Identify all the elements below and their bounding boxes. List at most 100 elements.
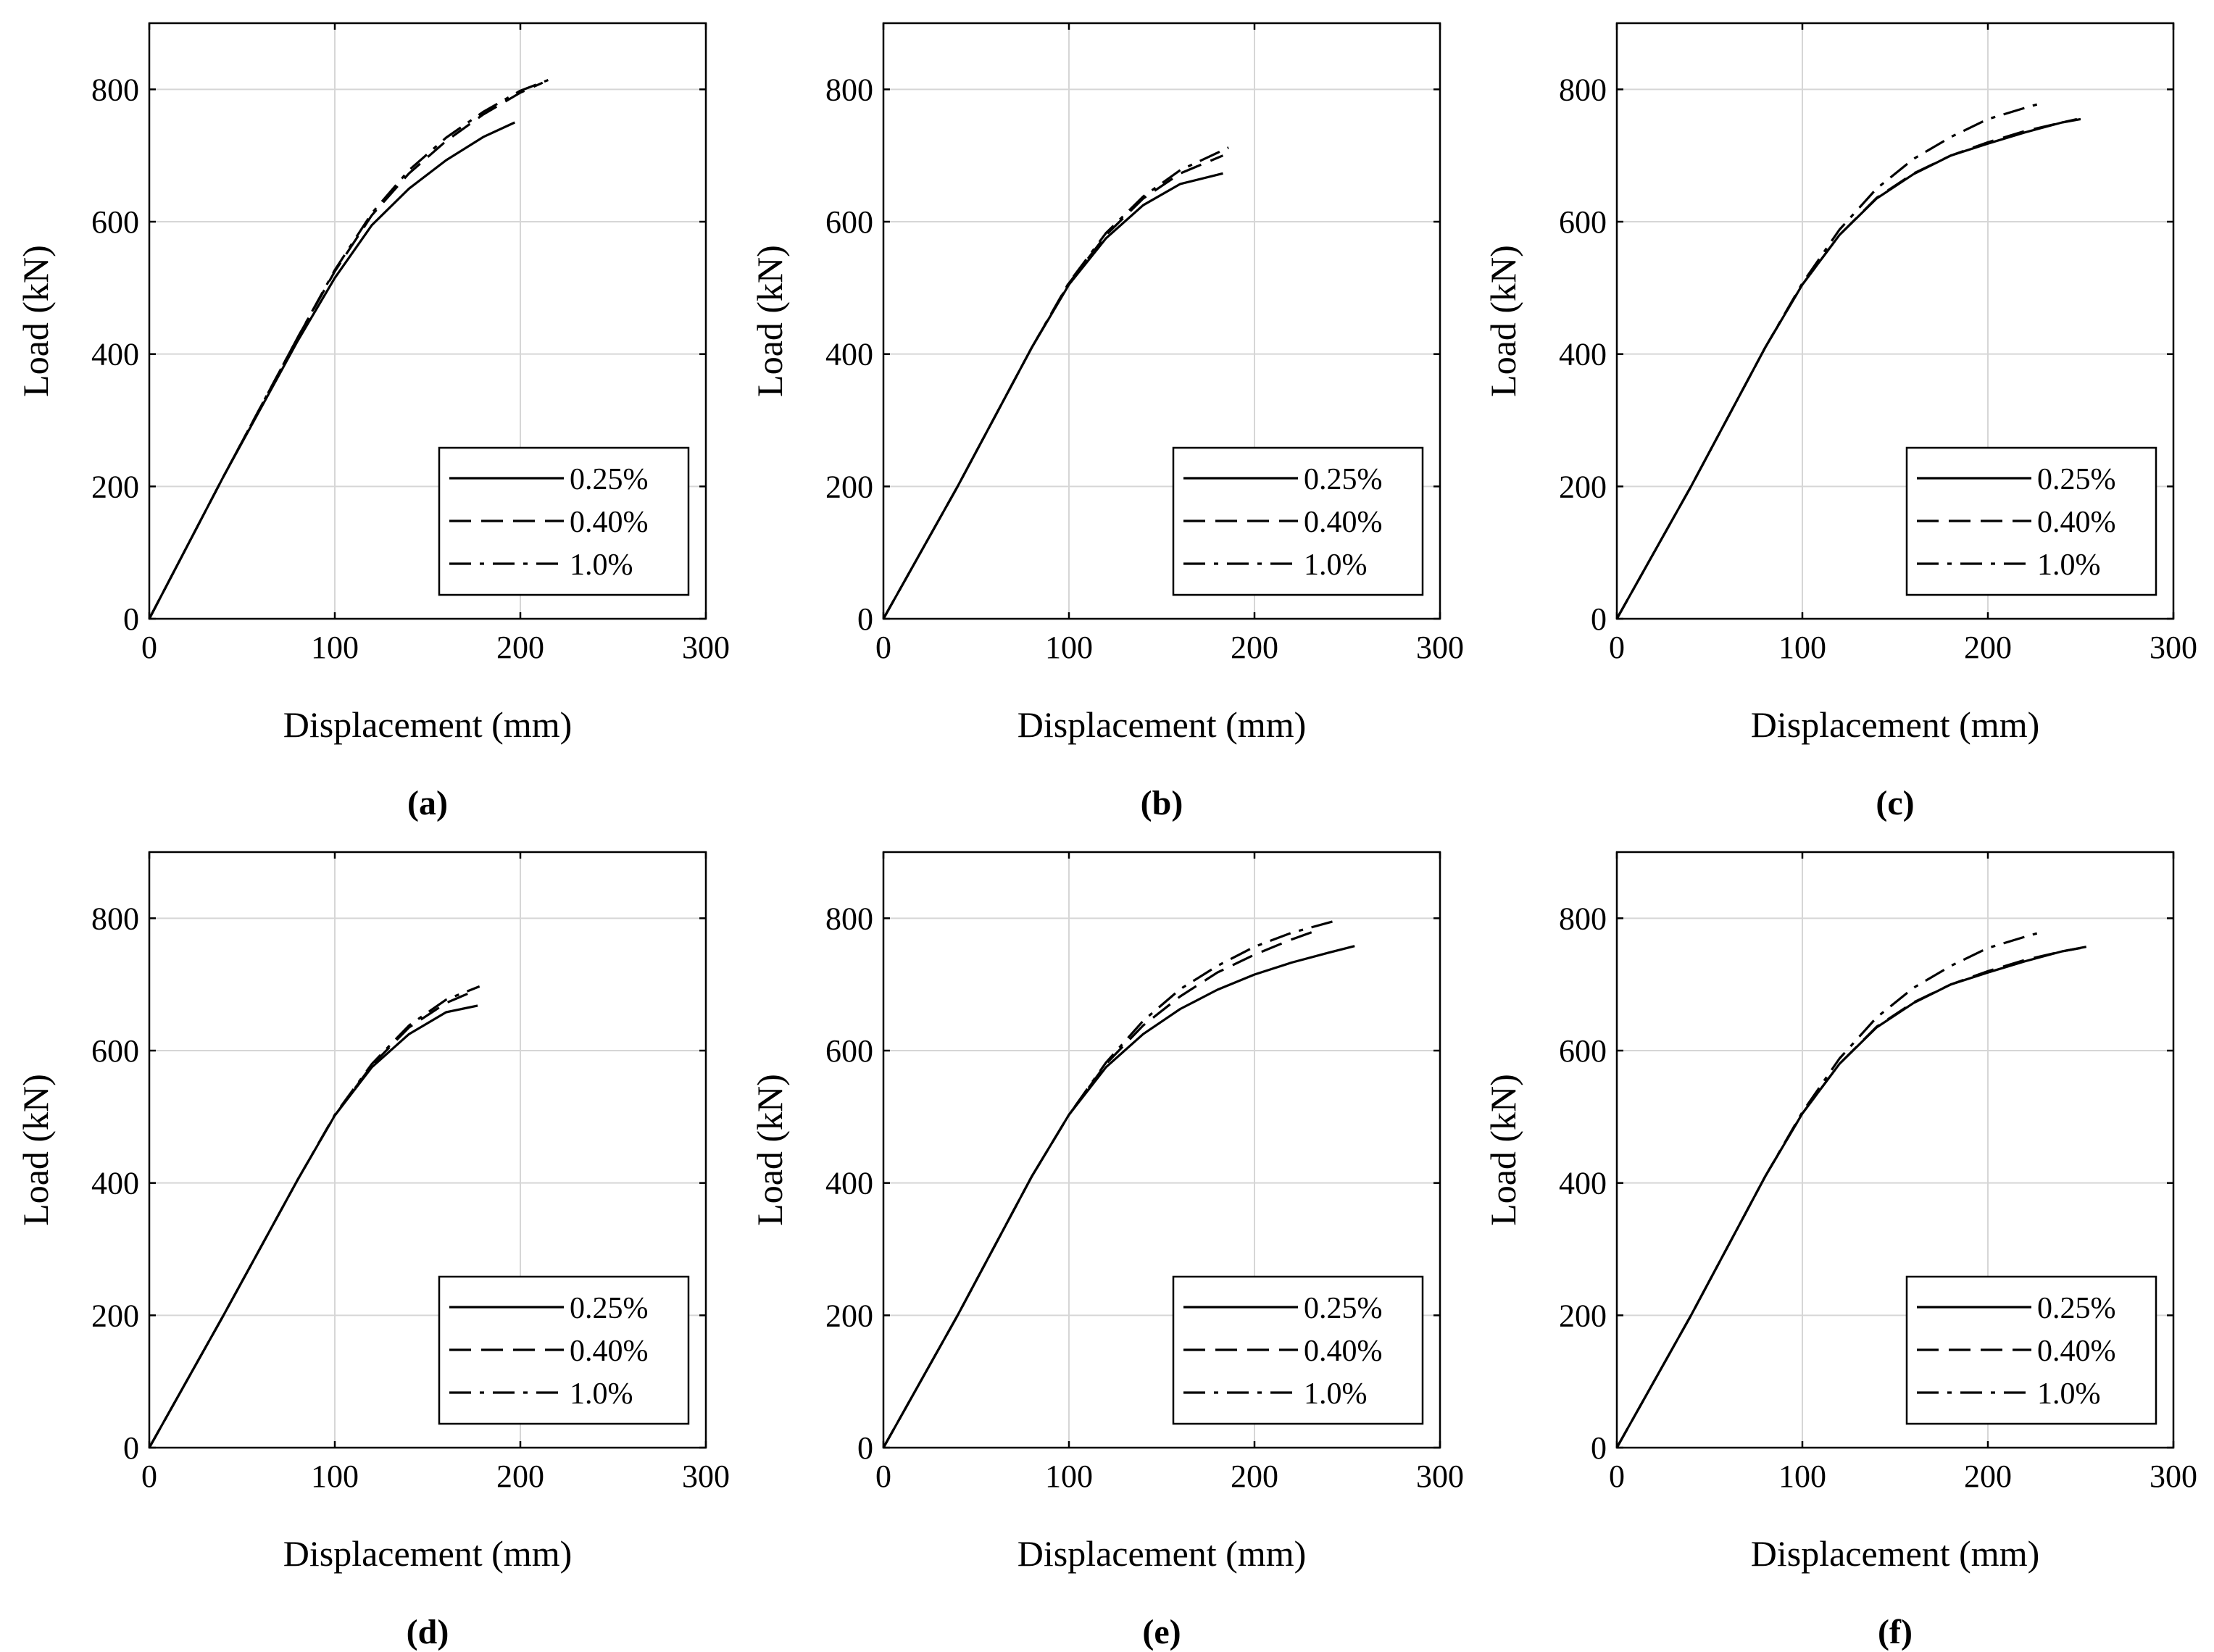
y-tick-label: 600 bbox=[825, 204, 873, 240]
legend-label: 0.25% bbox=[1304, 1292, 1383, 1325]
y-tick-label: 0 bbox=[123, 601, 139, 637]
legend: 0.25% 0.40% 1.0% bbox=[438, 446, 690, 596]
y-tick-label: 800 bbox=[825, 901, 873, 936]
panel-caption: (a) bbox=[407, 784, 448, 822]
x-tick-label: 200 bbox=[1231, 630, 1278, 665]
x-tick-label: 100 bbox=[311, 630, 359, 665]
legend-label: 0.25% bbox=[1304, 463, 1383, 496]
x-tick-label: 300 bbox=[1416, 1459, 1464, 1494]
y-tick-label: 600 bbox=[91, 204, 139, 240]
series-line bbox=[882, 945, 1355, 1448]
legend-label: 1.0% bbox=[1304, 548, 1368, 582]
legend-label: 0.25% bbox=[570, 463, 649, 496]
x-axis-label: Displacement (mm) bbox=[1017, 704, 1307, 745]
legend-label: 0.25% bbox=[570, 1292, 649, 1325]
y-tick-label: 800 bbox=[91, 901, 139, 936]
series-line bbox=[1615, 945, 2091, 1448]
y-tick-label: 400 bbox=[91, 1166, 139, 1201]
y-tick-label: 0 bbox=[857, 1430, 873, 1466]
y-tick-label: 400 bbox=[1559, 337, 1607, 372]
x-tick-label: 300 bbox=[2150, 630, 2197, 665]
x-tick-label: 100 bbox=[1778, 1459, 1826, 1494]
y-tick-label: 600 bbox=[825, 1033, 873, 1069]
plot-frame bbox=[148, 22, 707, 620]
x-axis-label: Displacement (mm) bbox=[1017, 1533, 1307, 1574]
series-line bbox=[148, 985, 480, 1448]
plot-frame bbox=[882, 851, 1441, 1449]
y-axis-label: Load (kN) bbox=[15, 1074, 56, 1226]
y-axis-label: Load (kN) bbox=[15, 245, 56, 397]
legend: 0.25% 0.40% 1.0% bbox=[1172, 446, 1424, 596]
chart-panel: 0 100 200 300 0 200 400 600 800 Displacement (mm)… bbox=[749, 22, 1464, 822]
legend: 0.25% 0.40% 1.0% bbox=[438, 1275, 690, 1425]
x-tick-label: 0 bbox=[141, 630, 157, 665]
y-tick-label: 200 bbox=[825, 1298, 873, 1333]
series-line bbox=[882, 154, 1224, 620]
y-tick-label: 0 bbox=[123, 1430, 139, 1466]
y-tick-label: 200 bbox=[1559, 1298, 1607, 1333]
y-tick-label: 200 bbox=[1559, 469, 1607, 504]
y-axis-label: Load (kN) bbox=[749, 1074, 790, 1226]
legend-label: 0.25% bbox=[2037, 1292, 2116, 1325]
x-tick-label: 200 bbox=[496, 1459, 544, 1494]
x-tick-label: 0 bbox=[1609, 1459, 1625, 1494]
x-tick-label: 0 bbox=[875, 630, 891, 665]
panel-caption: (c) bbox=[1876, 784, 1914, 822]
y-tick-label: 200 bbox=[825, 469, 873, 504]
series-line bbox=[148, 990, 475, 1448]
legend-label: 1.0% bbox=[2037, 548, 2101, 582]
x-tick-label: 100 bbox=[1045, 630, 1093, 665]
x-tick-label: 200 bbox=[1231, 1459, 1278, 1494]
series-line bbox=[148, 81, 544, 620]
y-tick-label: 0 bbox=[857, 601, 873, 637]
x-axis-label: Displacement (mm) bbox=[1751, 1533, 2040, 1574]
y-tick-label: 200 bbox=[91, 469, 139, 504]
x-axis-label: Displacement (mm) bbox=[1751, 704, 2040, 745]
legend-label: 1.0% bbox=[570, 1377, 633, 1411]
legend: 0.25% 0.40% 1.0% bbox=[1172, 1275, 1424, 1425]
y-tick-label: 600 bbox=[1559, 204, 1607, 240]
series-line bbox=[148, 1004, 478, 1448]
y-tick-label: 800 bbox=[91, 72, 139, 107]
x-tick-label: 200 bbox=[1964, 630, 2012, 665]
panel-caption: (f) bbox=[1878, 1613, 1913, 1651]
series-line bbox=[882, 930, 1315, 1448]
x-axis-label: Displacement (mm) bbox=[283, 704, 573, 745]
chart-panel: 0 100 200 300 0 200 400 600 800 Displacement (mm)… bbox=[1483, 851, 2197, 1651]
chart-panel: 0 100 200 300 0 200 400 600 800 Displacement (mm)… bbox=[15, 22, 730, 822]
y-tick-label: 400 bbox=[1559, 1166, 1607, 1201]
x-tick-label: 0 bbox=[141, 1459, 157, 1494]
y-tick-label: 600 bbox=[1559, 1033, 1607, 1069]
y-tick-label: 800 bbox=[1559, 901, 1607, 936]
chart-panel: 0 100 200 300 0 200 400 600 800 Displacement (mm)… bbox=[749, 851, 1464, 1651]
plot-frame bbox=[1615, 22, 2175, 620]
series-line bbox=[882, 146, 1229, 620]
x-tick-label: 300 bbox=[682, 630, 730, 665]
y-axis-label: Load (kN) bbox=[1483, 1074, 1523, 1226]
y-tick-label: 600 bbox=[91, 1033, 139, 1069]
legend-label: 0.40% bbox=[570, 506, 649, 539]
series-line bbox=[1615, 117, 2078, 620]
x-tick-label: 300 bbox=[682, 1459, 730, 1494]
y-tick-label: 200 bbox=[91, 1298, 139, 1333]
y-tick-label: 400 bbox=[91, 337, 139, 372]
x-tick-label: 0 bbox=[1609, 630, 1625, 665]
panel-caption: (d) bbox=[407, 1613, 449, 1651]
legend: 0.25% 0.40% 1.0% bbox=[1905, 446, 2157, 596]
y-axis-label: Load (kN) bbox=[1483, 245, 1523, 397]
x-tick-label: 100 bbox=[311, 1459, 359, 1494]
y-tick-label: 400 bbox=[825, 337, 873, 372]
panel-caption: (b) bbox=[1141, 784, 1183, 822]
plot-frame bbox=[1615, 851, 2175, 1449]
x-tick-label: 300 bbox=[2150, 1459, 2197, 1494]
panel-caption: (e) bbox=[1142, 1613, 1181, 1651]
legend-label: 0.25% bbox=[2037, 463, 2116, 496]
x-tick-label: 200 bbox=[1964, 1459, 2012, 1494]
y-tick-label: 800 bbox=[1559, 72, 1607, 107]
x-tick-label: 0 bbox=[875, 1459, 891, 1494]
chart-panel: 0 100 200 300 0 200 400 600 800 Displacement (mm)… bbox=[15, 851, 730, 1651]
y-tick-label: 400 bbox=[825, 1166, 873, 1201]
series-line bbox=[148, 79, 549, 620]
legend-label: 0.40% bbox=[2037, 506, 2116, 539]
